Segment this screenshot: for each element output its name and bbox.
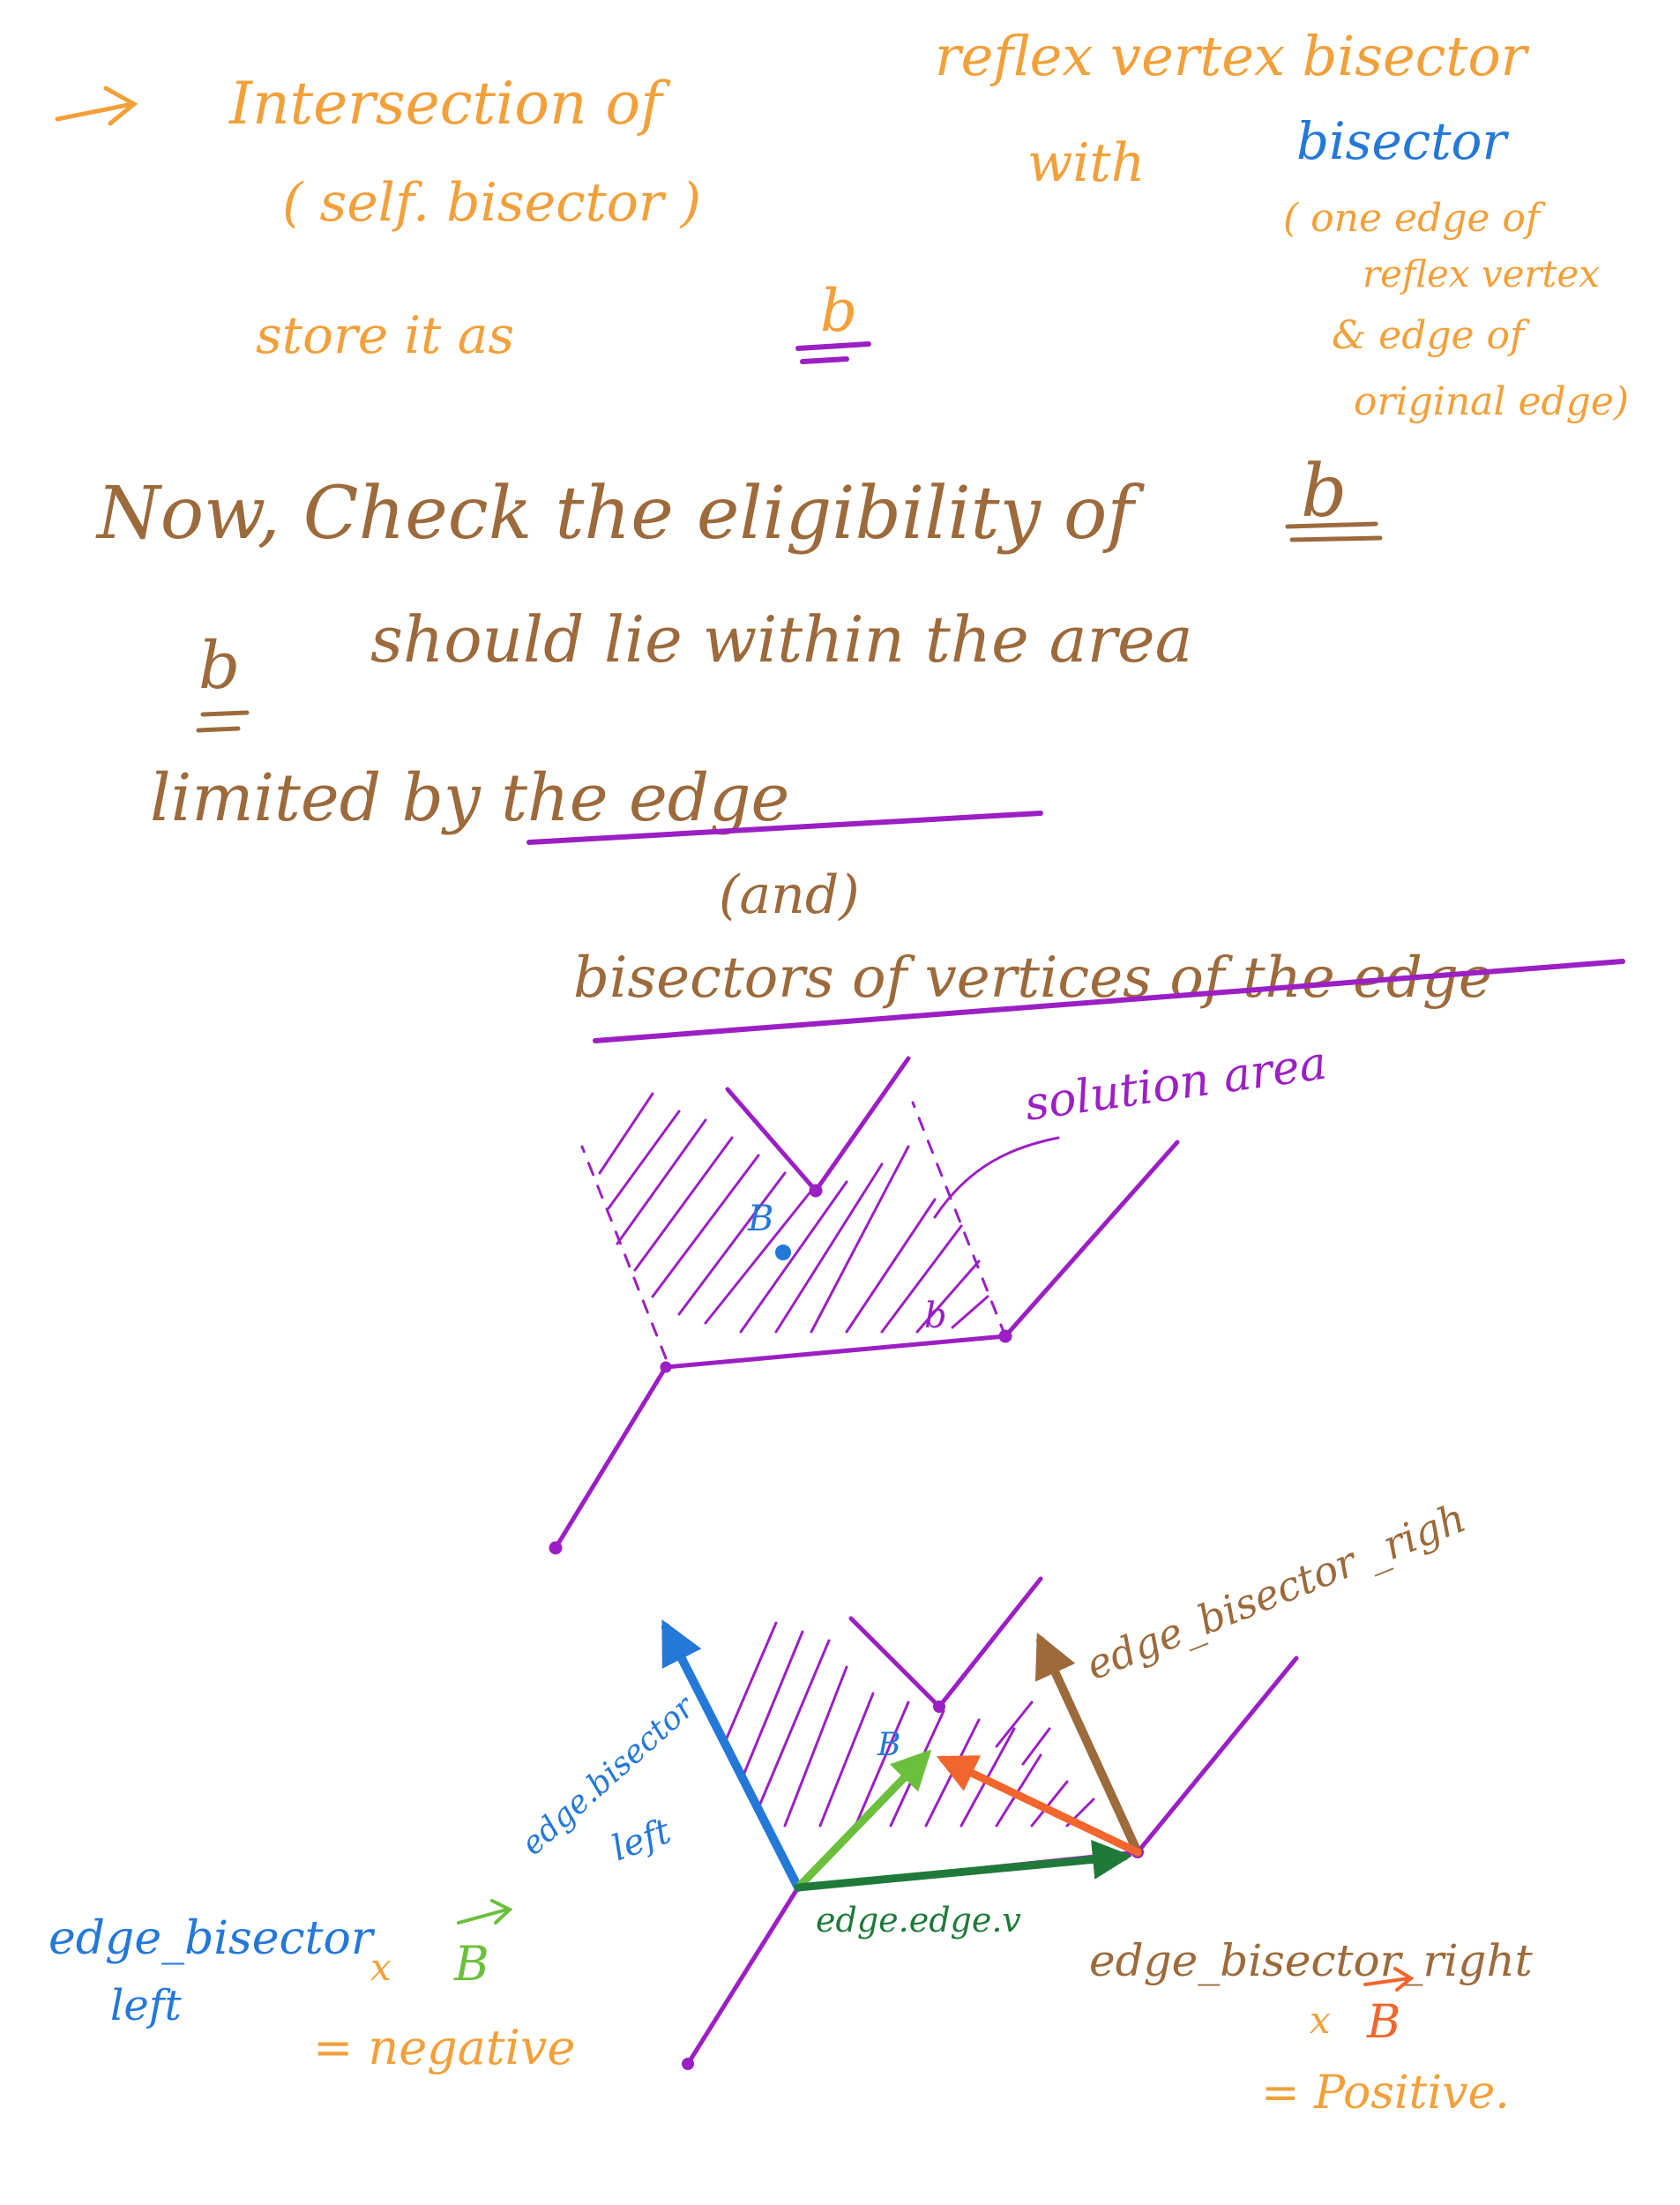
note-lie: should lie within the area (370, 602, 1193, 676)
right-times: x (1310, 1999, 1331, 2042)
note-check: Now, Check the eligibility of (95, 472, 1145, 556)
lie-b-underline (196, 710, 250, 733)
diagram2-reflex-vertex-v (848, 1576, 1043, 1710)
vector-B-green-arrow (794, 1749, 932, 1892)
note-paren-1: ( one edge of (1283, 196, 1546, 241)
diagram2-hatching (721, 1621, 1095, 1828)
diagram2-point-reflex (933, 1700, 945, 1713)
left-B-vector-arrow-icon (457, 1899, 513, 1925)
left-formula-2: left (110, 1981, 183, 2030)
right-B-vector-arrow-icon (1363, 1967, 1415, 1992)
note-paren-2: reflex vertex (1363, 252, 1600, 295)
vector-B-red-arrow (936, 1755, 1142, 1857)
point-lower-left (549, 1541, 563, 1555)
note-store-b: b (820, 277, 857, 345)
left-formula-1: edge_bisector (49, 1912, 376, 1965)
edge-bisector-left-arrow (661, 1619, 803, 1892)
point-B (775, 1245, 791, 1260)
note-store: store it as (256, 305, 514, 365)
note-paren-4: original edge) (1354, 379, 1629, 424)
note-paren-3: & edge of (1332, 313, 1530, 358)
note-and: (and) (719, 864, 860, 926)
note-line2-b: with (1027, 132, 1145, 194)
check-b-underline (1285, 521, 1383, 542)
edge-bisector-left-label-2: left (607, 1811, 677, 1870)
edge-vector-label: edge.edge.v (816, 1901, 1021, 1940)
diagram2-right-upper-line (1135, 1656, 1299, 1855)
self-bisector-curve (933, 1136, 1060, 1219)
limited-underline (526, 811, 1043, 845)
point-edge-right (998, 1329, 1012, 1343)
edge-line (663, 1334, 1008, 1370)
formula-right: edge_bisector_right x B = Positive. (1089, 1935, 1534, 2119)
diagram-2 (661, 1576, 1299, 2070)
left-vertex-bisector (580, 1145, 668, 1360)
left-B: B (453, 1936, 489, 1992)
point-b-label: b (924, 1296, 947, 1336)
right-upper-line (1003, 1140, 1180, 1339)
point-B-label: B (747, 1199, 773, 1239)
note-bisector-word: bisector (1296, 111, 1509, 171)
note-check-b: b (1301, 450, 1348, 534)
left-result: = negative (313, 2020, 575, 2075)
note-limited: limited by the edge (150, 760, 789, 836)
reflex-vertex-v (725, 1056, 911, 1195)
diagram-1 (549, 1056, 1180, 1555)
notes-section: Intersection of reflex vertex bisector (… (55, 24, 1629, 1043)
right-formula: edge_bisector_right (1089, 1935, 1534, 1986)
note-line1-a: Intersection of (228, 70, 671, 138)
edge-bisector-right-label: edge_bisector _righ (1079, 1493, 1472, 1689)
note-line2-a: ( self. bisector ) (282, 172, 701, 234)
lower-left-line (553, 1364, 668, 1551)
store-b-underline (795, 341, 871, 364)
bullet-arrow-icon (55, 86, 138, 126)
solution-area-hatching (598, 1092, 989, 1334)
formula-left: edge_bisector left x B = negative (49, 1899, 575, 2075)
left-times: x (370, 1946, 392, 1989)
right-vertex-bisector (911, 1101, 1007, 1338)
note-bisectors: bisectors of vertices of the edge (573, 946, 1492, 1011)
right-B: B (1366, 1996, 1400, 2049)
edge-bisector-right-arrow (1034, 1632, 1142, 1857)
edge-vector-arrow (794, 1839, 1132, 1892)
diagram2-B-label: B (877, 1727, 900, 1763)
solution-area-label: solution area (1021, 1036, 1330, 1131)
point-edge-left (660, 1361, 672, 1373)
note-line1-b: reflex vertex bisector (935, 24, 1530, 88)
diagram2-lower-left-line (685, 1885, 801, 2067)
point-reflex-vertex (809, 1184, 823, 1198)
right-result: = Positive. (1261, 2067, 1510, 2119)
diagram2-point-lower-left (682, 2058, 694, 2070)
note-lie-b: b (198, 628, 240, 704)
bisectors-underline (593, 959, 1625, 1043)
